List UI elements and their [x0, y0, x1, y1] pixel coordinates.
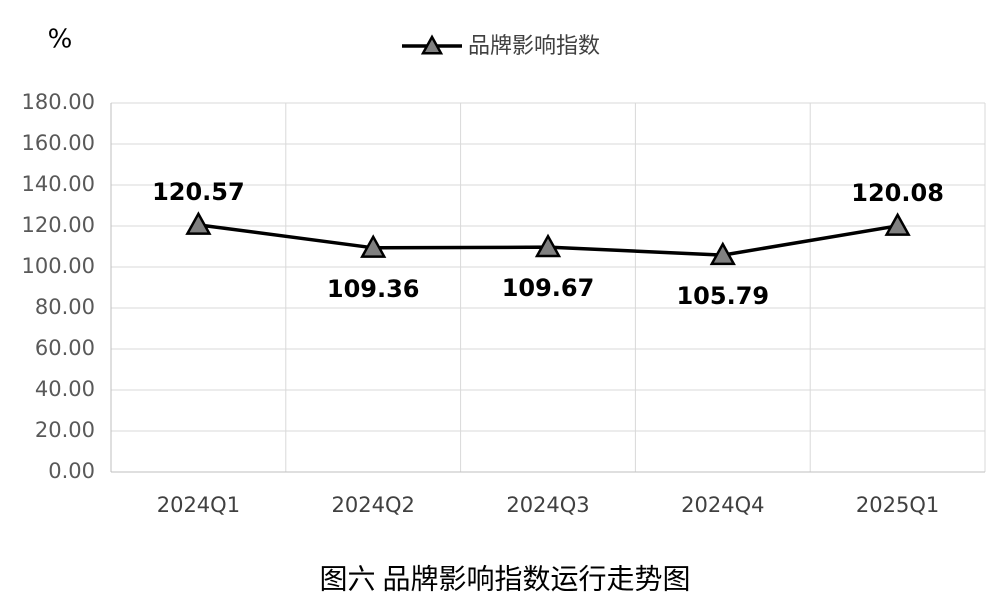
y-unit: %: [48, 25, 73, 55]
y-tick-label: 80.00: [35, 295, 95, 319]
y-tick-label: 0.00: [48, 459, 95, 483]
marker: [185, 211, 212, 235]
y-tick-label: 40.00: [35, 377, 95, 401]
data-label: 109.67: [502, 274, 595, 302]
y-tick-label: 180.00: [22, 90, 95, 114]
y-tick-label: 60.00: [35, 336, 95, 360]
chart-title: 图六 品牌影响指数运行走势图: [319, 563, 690, 595]
data-label: 120.57: [152, 178, 245, 206]
x-tick-label: 2024Q3: [506, 493, 589, 517]
x-tick-label: 2024Q2: [332, 493, 415, 517]
x-tick-label: 2024Q4: [681, 493, 764, 517]
data-label: 109.36: [327, 275, 420, 303]
x-tick-label: 2024Q1: [157, 493, 240, 517]
marker: [709, 241, 736, 266]
y-tick-label: 120.00: [22, 213, 95, 237]
legend-label: 品牌影响指数: [468, 34, 600, 59]
data-label: 105.79: [676, 282, 769, 310]
x-tick-label: 2025Q1: [856, 493, 939, 517]
marker: [534, 233, 562, 258]
y-tick-label: 100.00: [22, 254, 95, 278]
marker: [884, 212, 911, 236]
legend-marker: [420, 34, 444, 55]
y-tick-label: 20.00: [35, 418, 95, 442]
data-label: 120.08: [851, 179, 944, 207]
y-tick-label: 160.00: [22, 131, 95, 155]
y-tick-label: 140.00: [22, 172, 95, 196]
marker: [360, 234, 387, 258]
